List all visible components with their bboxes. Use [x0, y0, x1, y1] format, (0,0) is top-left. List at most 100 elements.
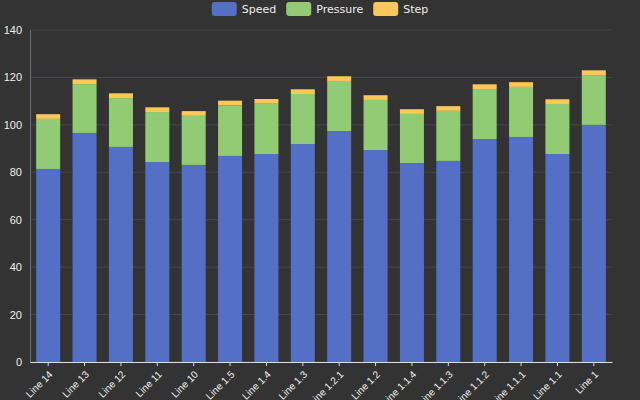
tick: Line 14: [24, 362, 55, 400]
tick-mark: [339, 362, 340, 366]
bar: [254, 104, 278, 154]
tick: 80: [10, 166, 30, 178]
tick-mark: [302, 362, 303, 366]
bar: [436, 111, 460, 161]
bar: [509, 87, 533, 137]
tick-mark: [84, 362, 85, 366]
tick: Line 1.5: [204, 362, 237, 400]
bar: [36, 169, 60, 362]
bar: [182, 116, 206, 165]
tick-label: 140: [4, 24, 22, 36]
tick: Line 13: [60, 362, 91, 400]
tick: 140: [4, 24, 30, 36]
bar: [254, 99, 278, 104]
bar: [364, 95, 388, 100]
tick-mark: [557, 362, 558, 366]
bar: [545, 104, 569, 154]
axis-line: [30, 31, 31, 363]
bar: [364, 150, 388, 362]
tick-label: 120: [4, 71, 22, 83]
tick: Line 1.2.1: [307, 362, 346, 400]
bar: [218, 105, 242, 156]
tick-label: 80: [10, 166, 22, 178]
tick-label: Line 1.4: [240, 368, 273, 400]
legend-item[interactable]: Pressure: [286, 2, 363, 16]
series: [36, 75, 606, 169]
bar: [582, 75, 606, 125]
tick-label: 100: [4, 119, 22, 131]
bar: [36, 119, 60, 169]
legend-label: Pressure: [316, 3, 363, 16]
bar: [545, 154, 569, 362]
tick-mark: [266, 362, 267, 366]
bar: [545, 99, 569, 104]
bar: [182, 165, 206, 362]
legend-item[interactable]: Speed: [212, 2, 276, 16]
tick: Line 1.1.1: [489, 362, 528, 400]
tick: Line 12: [96, 362, 127, 400]
tick: Line 1.1.4: [380, 362, 419, 400]
tick: Line 1.2: [349, 362, 382, 400]
grid-line: [30, 30, 612, 31]
bar: [145, 107, 169, 112]
tick-mark: [448, 362, 449, 366]
legend-swatch: [373, 2, 398, 16]
tick-label: Line 1.2: [349, 368, 382, 400]
legend: Speed Pressure Step: [212, 2, 429, 16]
tick-label: Line 1.1.3: [416, 368, 455, 400]
bar: [291, 89, 315, 94]
bar: [327, 76, 351, 81]
legend-label: Step: [403, 3, 428, 16]
chart: 020406080100120140Line 14Line 13Line 12L…: [0, 0, 640, 400]
tick-label: Line 1.1.2: [452, 368, 491, 400]
tick-mark: [411, 362, 412, 366]
bar: [582, 70, 606, 75]
tick-mark: [230, 362, 231, 366]
tick: 20: [10, 309, 30, 321]
tick-label: Line 1: [573, 368, 600, 395]
bar: [145, 112, 169, 162]
bar: [218, 101, 242, 106]
tick-mark: [521, 362, 522, 366]
tick-mark: [484, 362, 485, 366]
bar: [327, 81, 351, 131]
tick: Line 1.1.3: [416, 362, 455, 400]
tick: 100: [4, 119, 30, 131]
bar: [254, 154, 278, 362]
tick-label: Line 13: [60, 368, 91, 399]
bar: [364, 100, 388, 150]
tick: Line 1.1.2: [452, 362, 491, 400]
tick-label: Line 11: [133, 368, 164, 399]
tick-label: Line 1.5: [204, 368, 237, 400]
tick-mark: [48, 362, 49, 366]
tick-mark: [120, 362, 121, 366]
plot: 020406080100120140Line 14Line 13Line 12L…: [4, 24, 613, 400]
tick-label: Line 1.1: [531, 368, 564, 400]
bar: [473, 89, 497, 139]
bar: [400, 114, 424, 163]
legend-item[interactable]: Step: [373, 2, 428, 16]
grid-line: [30, 77, 612, 78]
tick-label: 60: [10, 214, 22, 226]
tick-mark: [375, 362, 376, 366]
bar: [473, 84, 497, 89]
bar: [145, 162, 169, 362]
legend-swatch: [212, 2, 237, 16]
bar: [509, 82, 533, 87]
bar: [291, 144, 315, 362]
grid: [30, 30, 612, 362]
tick-mark: [593, 362, 594, 366]
bar: [109, 147, 133, 362]
bar: [109, 98, 133, 147]
tick: Line 1.1: [531, 362, 564, 400]
tick: Line 1.3: [276, 362, 309, 400]
bar: [400, 109, 424, 114]
bar: [182, 111, 206, 116]
tick: Line 1: [573, 362, 600, 396]
tick-label: Line 10: [169, 368, 200, 399]
tick: Line 10: [169, 362, 200, 400]
bar: [291, 94, 315, 144]
bar: [73, 79, 97, 84]
tick-label: Line 1.2.1: [307, 368, 346, 400]
x-axis: Line 14Line 13Line 12Line 11Line 10Line …: [24, 362, 613, 400]
